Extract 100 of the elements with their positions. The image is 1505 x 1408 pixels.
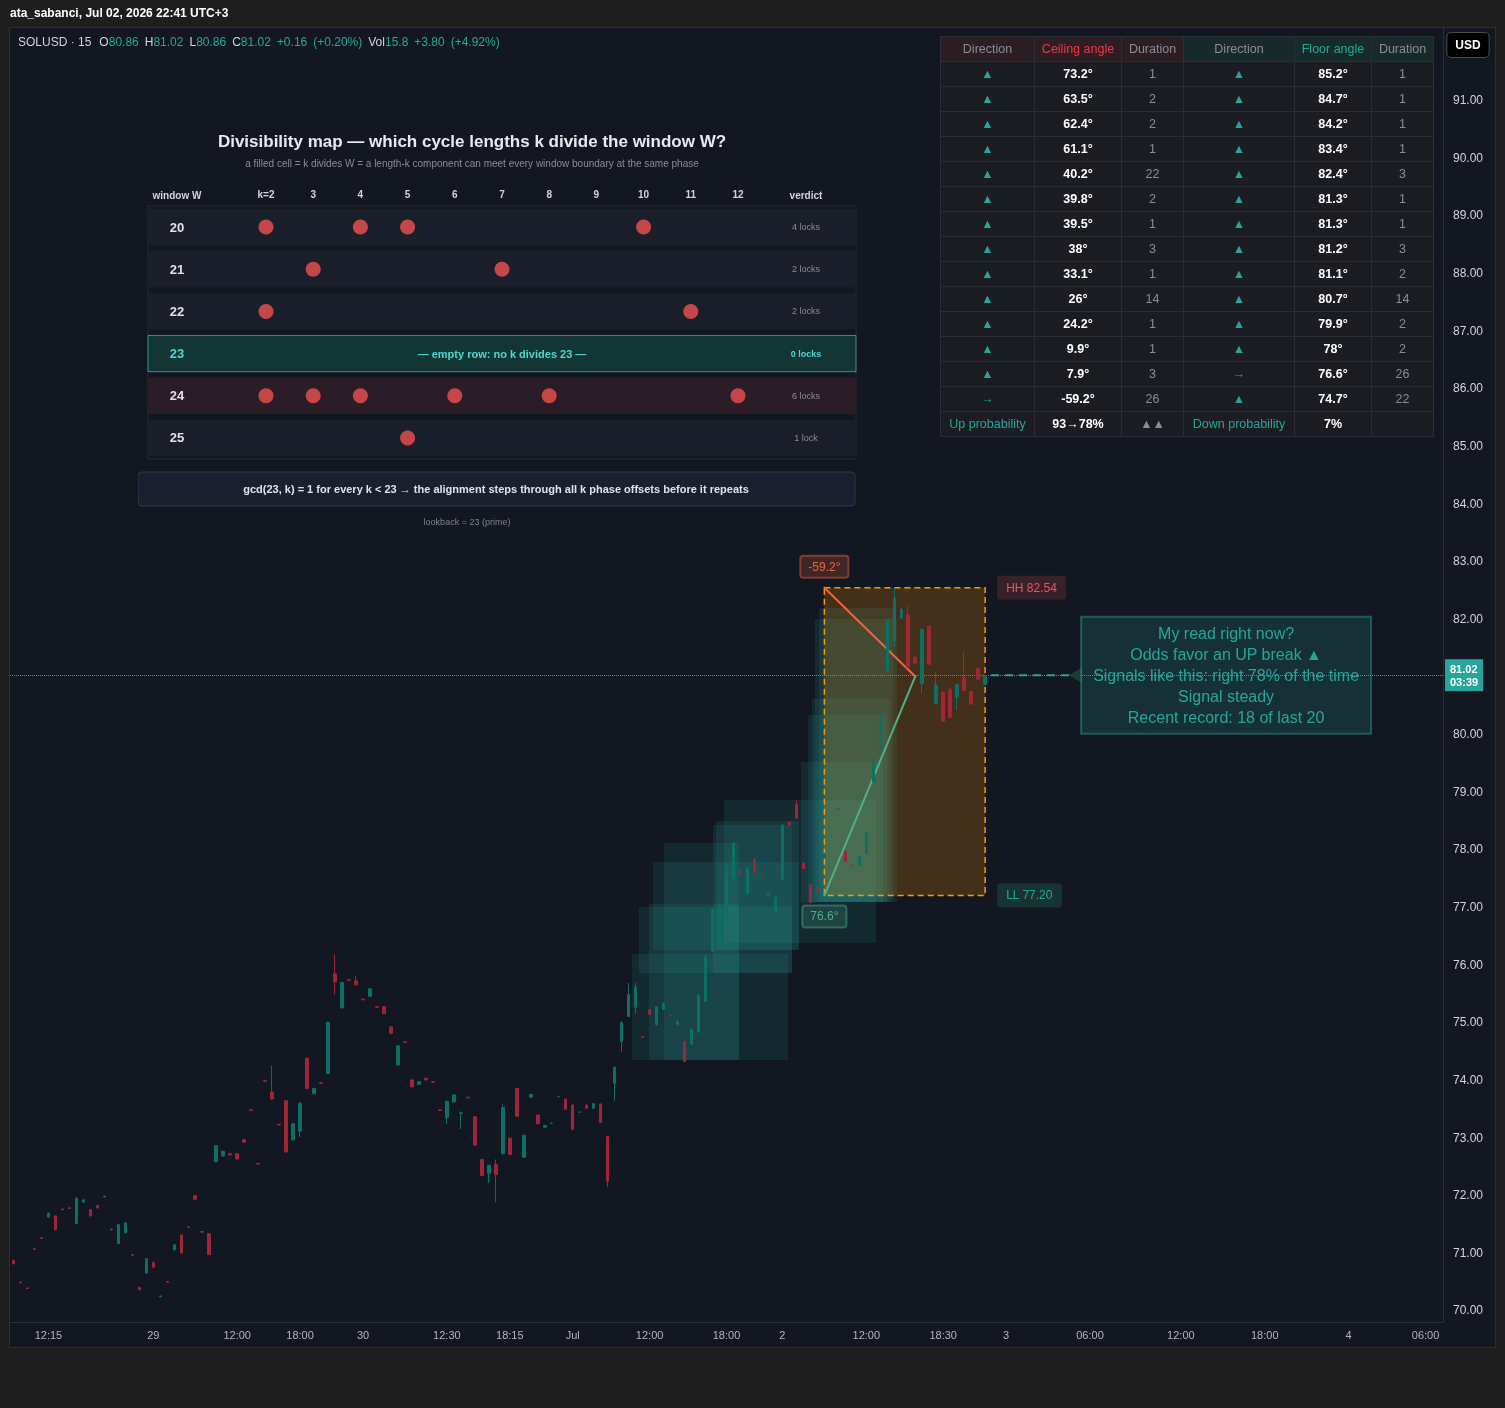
candlestick (592, 1102, 595, 1110)
text: 1 (1399, 217, 1406, 231)
candlestick (298, 1101, 302, 1138)
candlestick (753, 858, 756, 874)
text: 14 (1395, 292, 1410, 306)
candlestick (277, 1123, 281, 1126)
text: ▲ (981, 292, 994, 306)
candlestick (54, 1214, 57, 1231)
candlestick (920, 628, 924, 694)
candlestick (823, 852, 826, 859)
candlestick (249, 1108, 253, 1112)
text: 1 (1399, 67, 1406, 81)
text: 62.4° (1063, 117, 1093, 131)
candlestick (131, 1253, 134, 1257)
y-tick-label: 86.00 (1453, 381, 1484, 396)
y-tick-label: 73.00 (1453, 1130, 1484, 1145)
chart-title: Divisibility map — which cycle lengths k divide the window W? (217, 132, 727, 151)
text: 14 (1145, 292, 1160, 306)
text: 82.4° (1318, 167, 1348, 181)
x-tick-label: 18:00 (286, 1328, 314, 1341)
annotation: 4 locks (791, 222, 821, 233)
y-tick-label: 91.00 (1453, 93, 1484, 108)
x-tick-label: 4 (1345, 1328, 1352, 1341)
candlestick (445, 1100, 449, 1125)
candlestick (683, 1040, 686, 1063)
series-label: -59.2° (808, 559, 841, 574)
text: SOLUSD · 15 (18, 35, 92, 49)
text: ▲ (1232, 242, 1246, 256)
text: 2 (1399, 342, 1406, 356)
x-tick-label: 18:00 (1250, 1328, 1279, 1341)
candlestick (690, 1028, 693, 1046)
candlestick (893, 587, 896, 648)
candlestick (61, 1207, 64, 1211)
candlestick (228, 1152, 232, 1156)
text: 7.9° (1066, 367, 1090, 381)
text: 2 (1399, 267, 1406, 281)
candlestick (180, 1233, 183, 1254)
text: 83.4° (1318, 142, 1348, 156)
y-tick-label: 84.00 (1453, 496, 1484, 511)
text: O80.86 H81.02 L80.86 C81.02 +0.16 (+0.20%) Vol15.8 +3.80 (+4.92%) (99, 35, 500, 49)
x-tick-label: 06:00 (1411, 1328, 1440, 1341)
candlestick (599, 1103, 602, 1124)
text: ▲ (1232, 92, 1246, 106)
text: 24.2° (1063, 317, 1093, 331)
candlestick (270, 1065, 274, 1101)
text: ▲ (981, 167, 994, 181)
text: 61.1° (1063, 142, 1093, 156)
annotation: LL 77.20 (1006, 888, 1053, 903)
candlestick (795, 799, 798, 820)
text: 80.7° (1318, 292, 1348, 306)
candlestick (368, 987, 372, 998)
candlestick (886, 618, 889, 673)
candlestick (159, 1294, 162, 1298)
x-tick-label: 4 (357, 188, 364, 200)
y-tick-label: 76.00 (1453, 957, 1484, 972)
candlestick (529, 1093, 533, 1099)
text: Down probability (1192, 417, 1286, 431)
text: 1 (1149, 342, 1156, 356)
y-axis-title: window W (151, 189, 202, 201)
text: 93→78% (1052, 417, 1104, 431)
text: ▲ (981, 117, 994, 131)
point (636, 219, 652, 235)
text: 26° (1068, 292, 1088, 306)
y-tick-label: 23 (169, 346, 185, 362)
text: 81.2° (1318, 242, 1348, 256)
candlestick (452, 1093, 456, 1103)
candlestick (508, 1137, 512, 1156)
x-tick-label: 18:00 (712, 1328, 741, 1341)
candlestick (641, 1035, 644, 1039)
candlestick (802, 861, 805, 870)
text: ▲ (1232, 292, 1246, 306)
text: 26 (1145, 392, 1160, 406)
text: → (981, 392, 994, 406)
y-tick-label: 74.00 (1453, 1072, 1484, 1087)
candlestick (124, 1221, 127, 1234)
candlestick (166, 1280, 169, 1284)
candlestick (103, 1195, 106, 1198)
y-tick-label: 72.00 (1453, 1188, 1484, 1203)
y-tick-label: 78.00 (1453, 842, 1484, 857)
candlestick (669, 1014, 672, 1018)
candlestick (326, 1021, 330, 1075)
text: 84.7° (1318, 92, 1348, 106)
candlestick (564, 1097, 567, 1111)
candlestick (235, 1152, 239, 1160)
text: 26 (1395, 367, 1410, 381)
y-tick-label: 24 (169, 388, 185, 404)
candlestick (47, 1211, 50, 1219)
candlestick (305, 1056, 309, 1090)
candlestick (955, 683, 959, 711)
text: 84.2° (1318, 117, 1348, 131)
category-label: Duration (1121, 36, 1184, 62)
candlestick (697, 994, 700, 1034)
candlestick (312, 1087, 316, 1095)
point (258, 303, 274, 319)
candlestick (969, 690, 973, 706)
candlestick (543, 1124, 547, 1129)
x-tick-label: 12:30 (433, 1328, 461, 1341)
text: 2 (1149, 117, 1156, 131)
candlestick (256, 1162, 260, 1166)
candlestick (424, 1077, 428, 1081)
